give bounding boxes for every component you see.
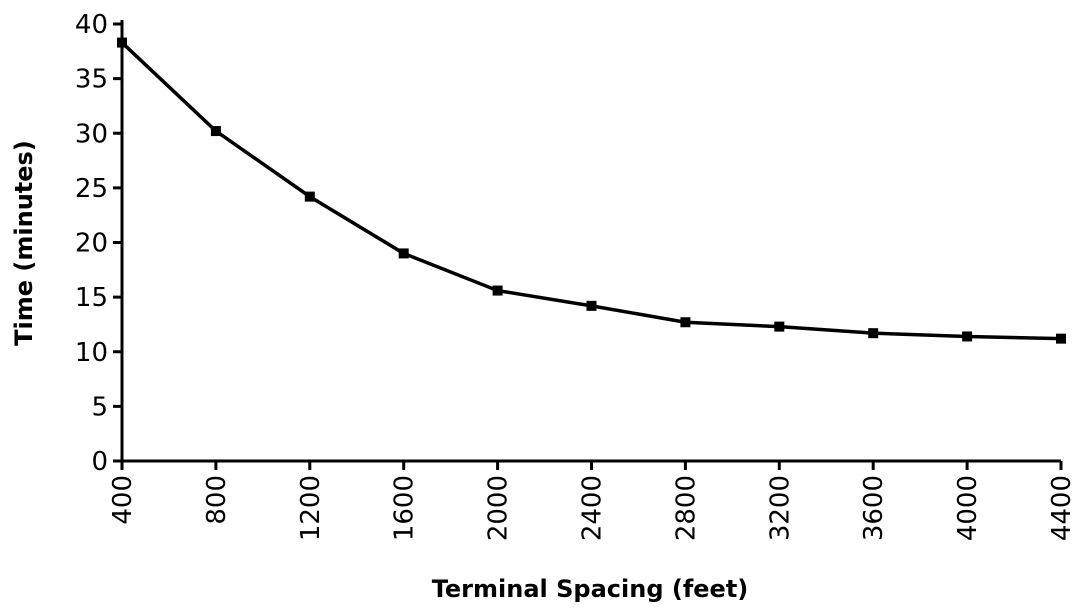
y-tick-label: 20 [75,229,108,259]
x-tick-label: 400 [108,475,138,525]
x-tick-label: 3200 [765,475,795,541]
y-tick-label: 30 [75,119,108,149]
x-tick-label: 800 [202,475,232,525]
marker [210,126,221,137]
marker [586,300,597,311]
marker [117,37,127,48]
marker [962,331,973,342]
x-axis-label: Terminal Spacing (feet) [432,575,749,603]
marker [680,317,691,328]
x-tick-label: 1600 [390,475,420,541]
x-tick-label: 2800 [671,475,701,541]
y-tick-label: 25 [75,174,108,204]
marker [398,248,409,259]
marker [1056,333,1066,344]
y-tick-label: 0 [91,447,108,477]
x-tick-label: 1200 [296,475,326,541]
y-tick-label: 10 [75,338,108,368]
x-tick-label: 2400 [578,475,608,541]
marker [492,285,503,296]
x-tick-label: 3600 [859,475,889,541]
y-tick-label: 40 [75,10,108,40]
y-tick-label: 15 [75,283,108,313]
y-tick-label: 35 [75,65,108,95]
x-tick-label: 2000 [484,475,514,541]
marker [304,191,315,202]
marker [868,328,879,339]
x-tick-label: 4400 [1047,475,1074,541]
y-tick-label: 5 [91,392,108,422]
y-axis-label: Time (minutes) [10,140,38,346]
line [120,41,1062,341]
x-tick-label: 4000 [953,475,983,541]
marker [774,321,785,332]
